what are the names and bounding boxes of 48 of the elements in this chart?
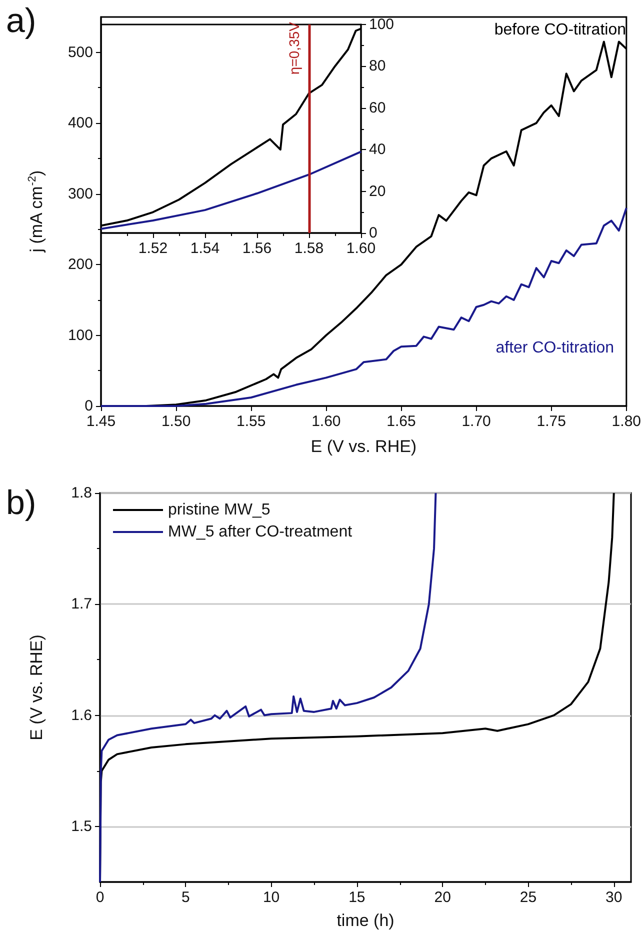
x-axis-title: time (h) xyxy=(336,911,394,930)
y-tick-label: 400 xyxy=(68,114,93,132)
y-tick-label: 1.6 xyxy=(71,706,92,724)
series-label: before CO-titration xyxy=(494,22,626,38)
x-tick-label: 0 xyxy=(96,889,104,906)
annotation: η=0,35V xyxy=(286,21,302,75)
y-tick-label: 100 xyxy=(68,326,93,344)
text: a) xyxy=(6,2,36,40)
y-tick-label: 1.7 xyxy=(71,596,92,613)
x-tick-label: 30 xyxy=(606,889,622,906)
y-axis-title: j (mA cm-2) xyxy=(26,170,46,254)
x-tick-label: 1.75 xyxy=(536,413,566,430)
y-tick-label: 300 xyxy=(68,185,93,202)
y-tick-label: 500 xyxy=(68,44,93,61)
text: b) xyxy=(6,484,36,522)
x-tick-label: 5 xyxy=(181,889,190,906)
x-tick-label: 1.70 xyxy=(462,413,491,430)
x-axis-title: E (V vs. RHE) xyxy=(310,437,417,456)
y-tick-label: 200 xyxy=(68,256,93,274)
text: after CO-titration xyxy=(496,340,614,356)
legend-label: MW_5 after CO-treatment xyxy=(168,524,353,540)
y-tick-label: 20 xyxy=(369,182,386,200)
legend-label: pristine MW_5 xyxy=(168,502,270,518)
y-tick-label: 40 xyxy=(369,141,386,158)
y-tick-label: 1.8 xyxy=(71,484,92,502)
y-tick-label: 80 xyxy=(369,58,386,75)
x-tick-label: 15 xyxy=(348,889,366,906)
x-tick-label: 1.52 xyxy=(138,240,168,257)
x-tick-label: 1.56 xyxy=(242,240,272,257)
x-tick-label: 1.80 xyxy=(612,413,642,430)
x-tick-label: 1.65 xyxy=(386,413,416,430)
y-axis-title: E (V vs. RHE) xyxy=(27,634,46,740)
y-tick-label: 60 xyxy=(369,99,386,116)
line-series xyxy=(101,150,362,230)
y-tick-label: 100 xyxy=(369,16,394,33)
x-tick-label: 25 xyxy=(520,889,537,906)
x-tick-label: 1.60 xyxy=(346,240,376,257)
x-tick-label: 10 xyxy=(262,889,280,906)
x-tick-label: 1.60 xyxy=(312,413,341,430)
x-tick-label: 1.45 xyxy=(86,413,116,430)
y-tick-label: 0 xyxy=(369,224,378,242)
x-tick-label: 1.58 xyxy=(294,240,324,257)
x-tick-label: 1.54 xyxy=(190,240,220,257)
y-tick-label: 0 xyxy=(84,398,93,414)
x-tick-label: 1.55 xyxy=(236,413,266,430)
x-tick-label: 1.50 xyxy=(161,413,191,430)
y-tick-label: 1.5 xyxy=(71,818,92,835)
x-tick-label: 20 xyxy=(434,889,451,906)
